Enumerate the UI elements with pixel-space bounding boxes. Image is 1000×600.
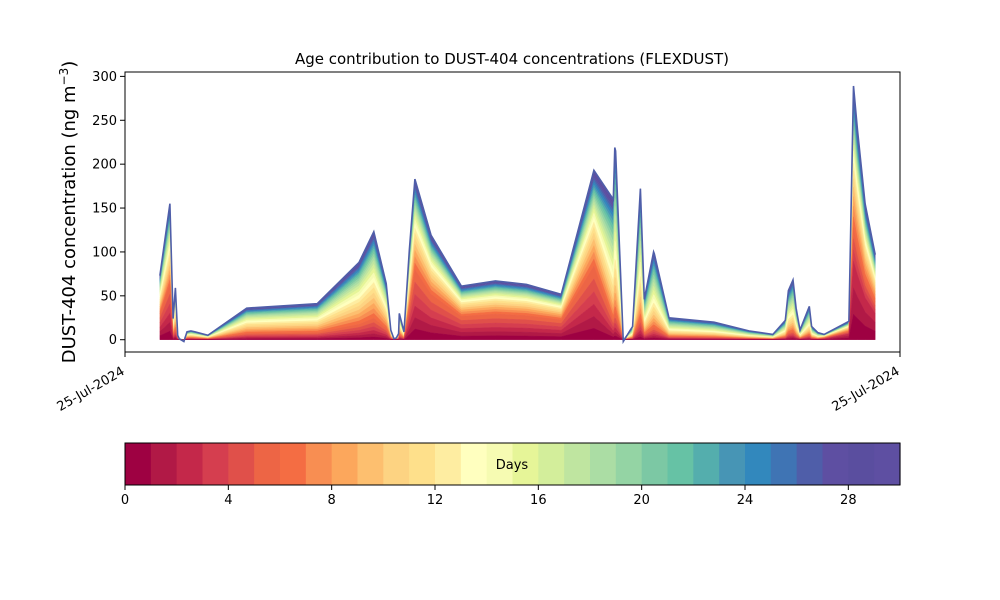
colorbar-cell — [590, 443, 617, 485]
y-tick-label: 0 — [109, 333, 117, 348]
colorbar-cell — [667, 443, 694, 485]
colorbar-cell — [822, 443, 849, 485]
age-stacked-areas — [159, 85, 876, 341]
colorbar-cell — [435, 443, 462, 485]
total-line — [159, 85, 876, 345]
colorbar-cell — [745, 443, 772, 485]
y-axis-label-close: ) — [59, 61, 80, 68]
colorbar-cell — [409, 443, 436, 485]
colorbar-tick-label: 20 — [633, 493, 650, 508]
colorbar-cell — [383, 443, 410, 485]
colorbar-tick-label: 8 — [328, 493, 336, 508]
chart-title: Age contribution to DUST-404 concentrati… — [295, 50, 729, 68]
colorbar-cell — [641, 443, 669, 485]
colorbar-cell — [564, 443, 591, 485]
colorbar-cell — [460, 443, 488, 485]
colorbar-label: Days — [496, 458, 529, 473]
colorbar-cell — [331, 443, 359, 485]
y-axis-label: DUST-404 concentration (ng m−3) — [57, 61, 80, 364]
colorbar-cell — [202, 443, 229, 485]
colorbar-cell — [848, 443, 875, 485]
y-axis: 0 50 100 150 200 250 300 — [92, 70, 125, 348]
colorbar-cell — [228, 443, 255, 485]
plot-area — [124, 71, 901, 353]
colorbar-cell — [796, 443, 824, 485]
total-concentration-outline — [159, 85, 876, 345]
plot-frame — [124, 71, 901, 353]
colorbar-cell — [719, 443, 746, 485]
colorbar-tick-label: 16 — [530, 493, 547, 508]
colorbar-cell — [615, 443, 643, 485]
colorbar-cell — [305, 443, 333, 485]
y-tick-label: 150 — [92, 202, 117, 217]
colorbar-cell — [874, 443, 901, 485]
colorbar-frame — [124, 442, 901, 486]
colorbar-tick-label: 28 — [840, 493, 857, 508]
x-axis: 25-Jul-2024 25-Jul-2024 — [55, 352, 903, 415]
colorbar-cell — [538, 443, 565, 485]
colorbar-cell — [280, 443, 307, 485]
y-tick-label: 50 — [100, 289, 117, 304]
y-tick-label: 100 — [92, 245, 117, 260]
x-tick-label-start: 25-Jul-2024 — [55, 364, 128, 415]
age-layer-area — [159, 313, 876, 340]
colorbar-cell — [254, 443, 281, 485]
colorbar-cell — [512, 443, 539, 485]
colorbar-cell — [125, 443, 152, 485]
colorbar-tick-label: 0 — [121, 493, 129, 508]
colorbar-cell — [770, 443, 798, 485]
y-axis-label-exponent: −3 — [57, 68, 71, 86]
y-axis-label-main: DUST-404 concentration (ng m — [59, 85, 80, 363]
y-tick-label: 200 — [92, 158, 117, 173]
colorbar-tick-label: 24 — [737, 493, 754, 508]
colorbar-cells — [125, 443, 901, 485]
colorbar-cell — [176, 443, 204, 485]
colorbar-cell — [486, 443, 514, 485]
colorbar-ticks: 0 4 8 12 16 20 24 28 — [121, 485, 857, 508]
y-tick-label: 250 — [92, 114, 117, 129]
colorbar-cell — [357, 443, 384, 485]
y-tick-label: 300 — [92, 70, 117, 85]
colorbar-cell — [693, 443, 720, 485]
x-tick-label-end: 25-Jul-2024 — [830, 364, 903, 415]
colorbar-tick-label: 4 — [224, 493, 232, 508]
colorbar-cell — [150, 443, 178, 485]
colorbar-tick-label: 12 — [427, 493, 444, 508]
age-colorbar: Days 0 4 8 12 16 20 24 28 — [121, 442, 901, 508]
